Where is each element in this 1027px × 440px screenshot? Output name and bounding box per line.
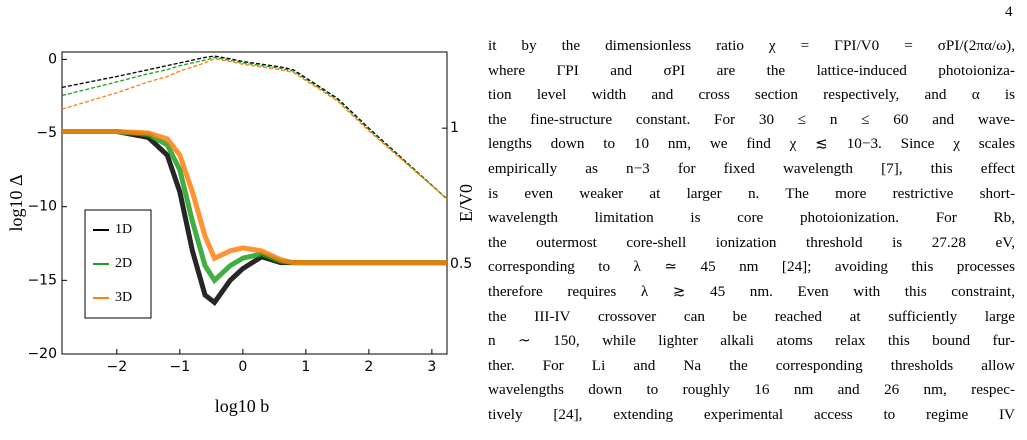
text-line: wavelength limitation is core photoioniz… bbox=[488, 209, 1015, 227]
text-line: the outermost core-shell ionization thre… bbox=[488, 233, 1015, 251]
y-tick-label: −20 bbox=[27, 346, 57, 362]
plot-frame bbox=[61, 51, 448, 355]
legend-label: 1D bbox=[115, 222, 132, 237]
body-text: it by the dimensionless ratio χ = ΓPI/V0… bbox=[488, 34, 1015, 428]
y-tick-label: −10 bbox=[27, 199, 57, 215]
x-tick-label: −1 bbox=[170, 359, 191, 375]
legend-label: 3D bbox=[115, 290, 132, 305]
y-axis-label: log10 Δ bbox=[6, 174, 26, 231]
text-line: therefore requires λ ≳ 45 nm. Even with … bbox=[488, 282, 1015, 300]
text-line: is even weaker at larger n. The more res… bbox=[488, 184, 1015, 202]
x-tick-label: 1 bbox=[301, 359, 310, 375]
text-line: wavelengths down to roughly 16 nm and 26… bbox=[488, 381, 1015, 399]
energy-line bbox=[61, 58, 448, 200]
y-tick-label: 0 bbox=[48, 51, 57, 67]
y2-axis-label: E/V0 bbox=[456, 184, 476, 222]
y-tick-label: −5 bbox=[36, 125, 57, 141]
text-line: ther. For Li and Na the corresponding th… bbox=[488, 356, 1015, 374]
text-line: empirically as n−3 for fixed wavelength … bbox=[488, 159, 1015, 177]
x-tick-label: 0 bbox=[238, 359, 247, 375]
y2-tick-label: 1 bbox=[450, 120, 459, 136]
text-line: corresponding to λ ≃ 45 nm [24]; avoidin… bbox=[488, 258, 1015, 276]
text-line: the fine-structure constant. For 30 ≤ n … bbox=[488, 110, 1015, 128]
text-line: it by the dimensionless ratio χ = ΓPI/V0… bbox=[488, 37, 1015, 54]
text-line: n ∼ 150, while lighter alkali atoms rela… bbox=[488, 332, 1015, 350]
x-tick-label: 3 bbox=[427, 359, 436, 375]
x-axis-label: log10 b bbox=[215, 396, 270, 416]
x-tick-label: −2 bbox=[106, 359, 127, 375]
chart: log10 b log10 Δ E/V0 −2 −1 0 1 2 30−5−10−15−2… bbox=[6, 51, 476, 416]
legend-label: 2D bbox=[115, 256, 132, 271]
y-tick-label: −15 bbox=[27, 272, 57, 288]
text-line: where ΓPI and σPI are the lattice-induce… bbox=[488, 61, 1015, 79]
y2-tick-label: 0.5 bbox=[450, 256, 472, 272]
x-tick-label: 2 bbox=[364, 359, 373, 375]
energy-line bbox=[61, 56, 448, 200]
page-number: 4 bbox=[1005, 4, 1013, 20]
text-line: tion level width and cross section respe… bbox=[488, 86, 1015, 104]
text-line: tively [24], extending experimental acce… bbox=[488, 405, 1015, 423]
text-line: the III-IV crossover can be reached at s… bbox=[488, 307, 1015, 325]
delta-line bbox=[62, 129, 447, 266]
text-line: lengths down to 10 nm, we find χ ≲ 10−3.… bbox=[488, 135, 1015, 153]
energy-line bbox=[61, 55, 448, 200]
